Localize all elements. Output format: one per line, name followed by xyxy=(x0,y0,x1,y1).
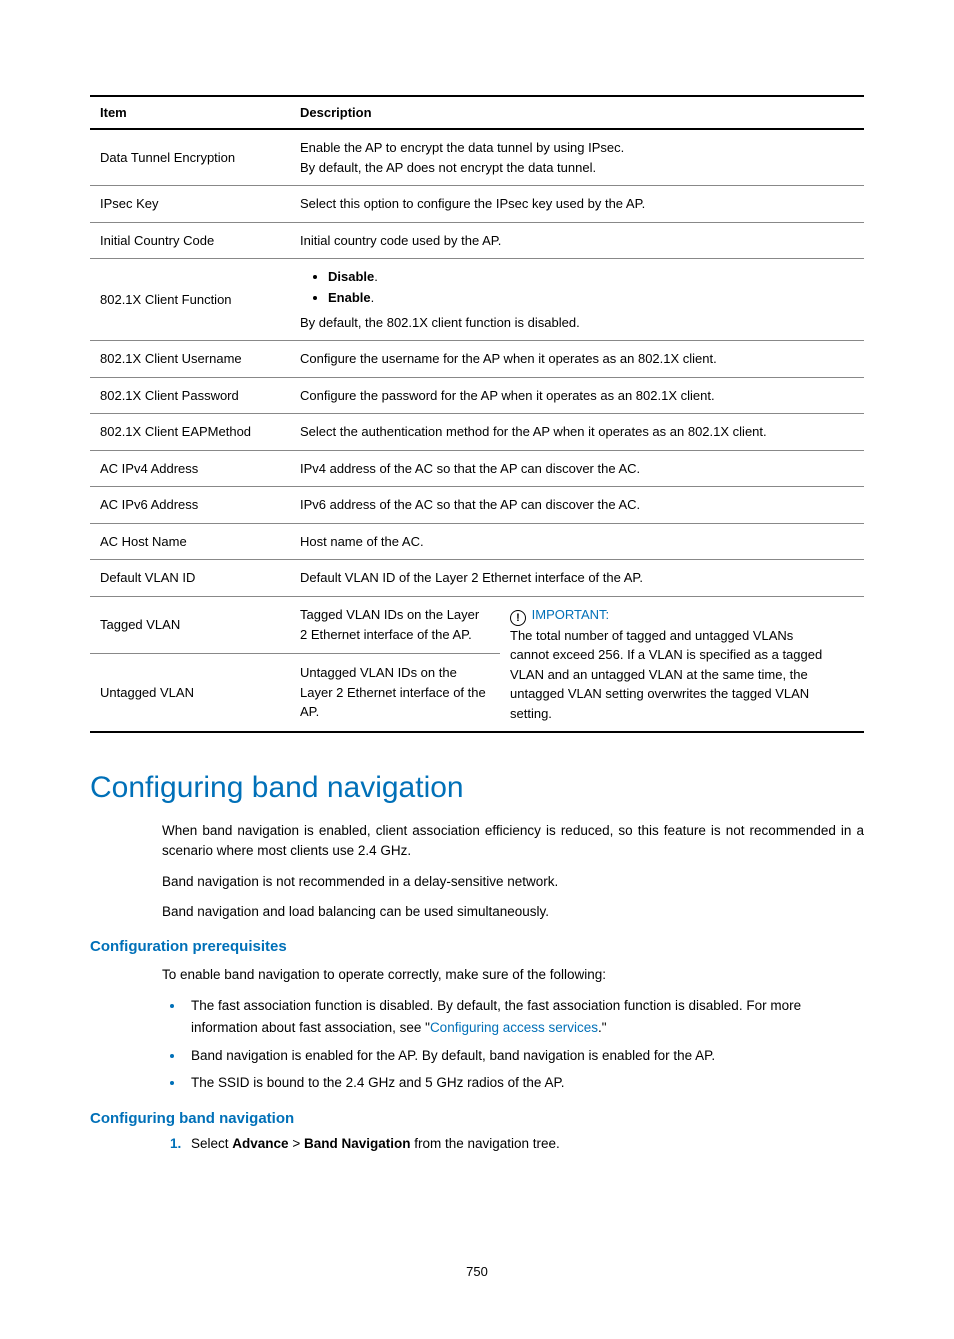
cell-desc: IPv4 address of the AC so that the AP ca… xyxy=(290,450,864,487)
table-row: IPsec Key Select this option to configur… xyxy=(90,186,864,223)
important-label: IMPORTANT: xyxy=(532,607,610,622)
cell-desc: Host name of the AC. xyxy=(290,523,864,560)
header-description: Description xyxy=(290,96,864,129)
cell-desc: Select the authentication method for the… xyxy=(290,414,864,451)
config-items-table: Item Description Data Tunnel Encryption … xyxy=(90,95,864,733)
text-span: from the navigation tree. xyxy=(410,1136,559,1151)
body-paragraph: Band navigation is not recommended in a … xyxy=(162,872,864,892)
table-row: 802.1X Client Password Configure the pas… xyxy=(90,377,864,414)
text-span: ." xyxy=(598,1020,607,1035)
table-row: Default VLAN ID Default VLAN ID of the L… xyxy=(90,560,864,597)
cell-desc: Tagged VLAN IDs on the Layer 2 Ethernet … xyxy=(290,596,500,654)
body-paragraph: Band navigation and load balancing can b… xyxy=(162,902,864,922)
cell-item: 802.1X Client Function xyxy=(90,259,290,341)
cell-desc: Select this option to configure the IPse… xyxy=(290,186,864,223)
link-configuring-access-services[interactable]: Configuring access services xyxy=(430,1020,598,1035)
cell-desc: Configure the username for the AP when i… xyxy=(290,341,864,378)
table-row: Tagged VLAN Tagged VLAN IDs on the Layer… xyxy=(90,596,864,654)
cell-desc: Disable. Enable. By default, the 802.1X … xyxy=(290,259,864,341)
cell-item: Default VLAN ID xyxy=(90,560,290,597)
table-row: 802.1X Client Username Configure the use… xyxy=(90,341,864,378)
list-item: Enable. xyxy=(328,288,854,309)
table-header-row: Item Description xyxy=(90,96,864,129)
cell-item: AC Host Name xyxy=(90,523,290,560)
table-row: AC IPv4 Address IPv4 address of the AC s… xyxy=(90,450,864,487)
table-row: AC Host Name Host name of the AC. xyxy=(90,523,864,560)
table-row: Initial Country Code Initial country cod… xyxy=(90,222,864,259)
cell-item: AC IPv6 Address xyxy=(90,487,290,524)
table-row: 802.1X Client Function Disable. Enable. … xyxy=(90,259,864,341)
page-container: Item Description Data Tunnel Encryption … xyxy=(0,0,954,1339)
section-heading: Configuring band navigation xyxy=(90,771,864,805)
option-label: Disable xyxy=(328,269,374,284)
cell-desc: Default VLAN ID of the Layer 2 Ethernet … xyxy=(290,560,864,597)
text-span: Select xyxy=(191,1136,232,1151)
cell-item: Data Tunnel Encryption xyxy=(90,129,290,186)
important-note-cell: ! IMPORTANT: The total number of tagged … xyxy=(500,596,864,732)
page-number: 750 xyxy=(90,1264,864,1279)
cell-item: 802.1X Client Username xyxy=(90,341,290,378)
cell-item: 802.1X Client Password xyxy=(90,377,290,414)
option-label: Enable xyxy=(328,290,371,305)
header-item: Item xyxy=(90,96,290,129)
options-list: Disable. Enable. xyxy=(300,267,854,309)
important-icon: ! xyxy=(510,610,526,626)
list-item: Band navigation is enabled for the AP. B… xyxy=(185,1045,864,1067)
desc-line: Enable the AP to encrypt the data tunnel… xyxy=(300,138,854,158)
prereq-list: The fast association function is disable… xyxy=(185,995,864,1093)
text-span: > xyxy=(289,1136,304,1151)
important-text: The total number of tagged and untagged … xyxy=(510,626,854,646)
cell-desc: Initial country code used by the AP. xyxy=(290,222,864,259)
desc-line: By default, the AP does not encrypt the … xyxy=(300,158,854,178)
body-paragraph: To enable band navigation to operate cor… xyxy=(162,965,864,985)
cell-item: 802.1X Client EAPMethod xyxy=(90,414,290,451)
cell-desc: IPv6 address of the AC so that the AP ca… xyxy=(290,487,864,524)
cell-item: Tagged VLAN xyxy=(90,596,290,654)
subsection-heading: Configuring band navigation xyxy=(90,1110,864,1127)
cell-item: IPsec Key xyxy=(90,186,290,223)
cell-desc: Configure the password for the AP when i… xyxy=(290,377,864,414)
important-text: cannot exceed 256. If a VLAN is specifie… xyxy=(510,645,854,723)
desc-line: By default, the 802.1X client function i… xyxy=(300,313,854,333)
cell-desc: Enable the AP to encrypt the data tunnel… xyxy=(290,129,864,186)
list-item: The SSID is bound to the 2.4 GHz and 5 G… xyxy=(185,1072,864,1094)
table-row: Data Tunnel Encryption Enable the AP to … xyxy=(90,129,864,186)
cell-item: Untagged VLAN xyxy=(90,654,290,732)
nav-label: Band Navigation xyxy=(304,1136,411,1151)
cell-item: AC IPv4 Address xyxy=(90,450,290,487)
table-row: AC IPv6 Address IPv6 address of the AC s… xyxy=(90,487,864,524)
body-paragraph: When band navigation is enabled, client … xyxy=(162,821,864,862)
table-row: 802.1X Client EAPMethod Select the authe… xyxy=(90,414,864,451)
nav-label: Advance xyxy=(232,1136,288,1151)
subsection-heading: Configuration prerequisites xyxy=(90,938,864,955)
cell-desc: Untagged VLAN IDs on the Layer 2 Etherne… xyxy=(290,654,500,732)
cell-item: Initial Country Code xyxy=(90,222,290,259)
list-item: Disable. xyxy=(328,267,854,288)
list-item: The fast association function is disable… xyxy=(185,995,864,1038)
list-item: Select Advance > Band Navigation from th… xyxy=(185,1133,864,1155)
steps-list: Select Advance > Band Navigation from th… xyxy=(185,1133,864,1155)
